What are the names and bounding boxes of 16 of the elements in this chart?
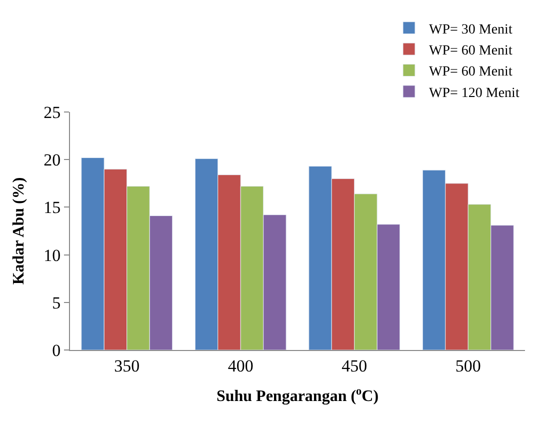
y-tick-label: 20	[44, 150, 61, 170]
y-tick-label: 10	[44, 246, 61, 265]
x-tick-label: 500	[455, 356, 481, 376]
legend-label: WP= 60 Menit	[429, 64, 512, 80]
y-tick-label: 5	[52, 293, 61, 312]
y-axis-title: Kadar Abu (%)	[10, 177, 28, 285]
y-tick-label: 0	[52, 340, 61, 360]
legend-label: WP= 30 Menit	[429, 22, 512, 38]
x-tick-label: 400	[228, 356, 254, 376]
legend-label: WP= 120 Menit	[429, 86, 520, 101]
x-axis-title: Suhu Pengarangan ($^{o}$C)	[216, 385, 379, 406]
y-tick-label: 25	[44, 102, 61, 122]
x-tick-label: 350	[114, 356, 140, 376]
x-tick-label: 450	[342, 356, 368, 376]
legend-label: WP= 60 Menit	[429, 44, 512, 58]
y-tick-label: 15	[44, 198, 61, 218]
